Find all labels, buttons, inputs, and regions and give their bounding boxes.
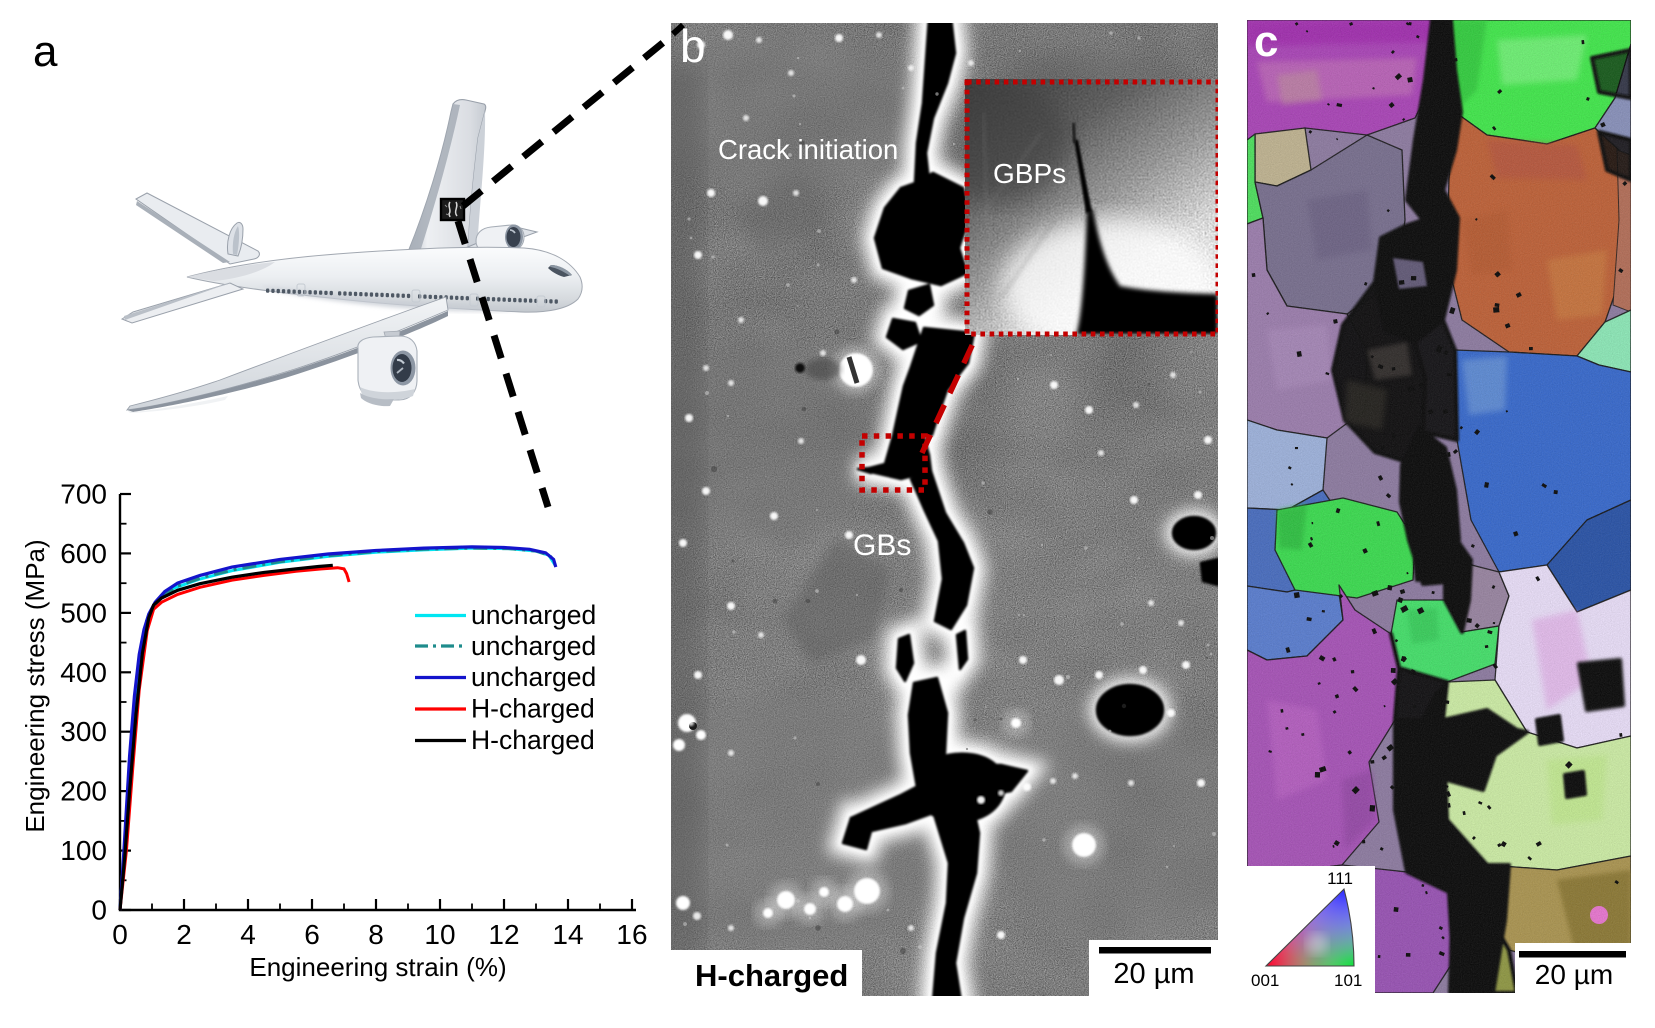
svg-text:2: 2 [176,919,192,950]
svg-text:Engineering stress (MPa): Engineering stress (MPa) [20,539,50,832]
svg-text:14: 14 [552,919,583,950]
svg-text:100: 100 [60,835,107,866]
svg-text:6: 6 [304,919,320,950]
svg-text:4: 4 [240,919,256,950]
svg-text:700: 700 [60,479,107,510]
svg-text:600: 600 [60,538,107,569]
svg-text:b: b [680,20,706,72]
svg-text:10: 10 [424,919,455,950]
svg-text:GBs: GBs [853,529,911,562]
svg-text:H-charged: H-charged [471,725,595,755]
svg-text:8: 8 [368,919,384,950]
svg-text:101: 101 [1334,971,1362,990]
svg-text:12: 12 [488,919,519,950]
svg-text:H-charged: H-charged [695,958,848,993]
svg-text:20 µm: 20 µm [1535,959,1613,990]
svg-text:H-charged: H-charged [471,694,595,724]
svg-text:0: 0 [112,919,128,950]
svg-text:200: 200 [60,776,107,807]
svg-text:a: a [33,27,58,76]
svg-text:16: 16 [616,919,647,950]
svg-text:0: 0 [91,895,107,926]
svg-text:500: 500 [60,597,107,628]
svg-text:GBPs: GBPs [993,158,1066,189]
svg-text:uncharged: uncharged [471,662,596,692]
svg-text:Engineering strain (%): Engineering strain (%) [249,952,506,982]
svg-text:20 µm: 20 µm [1113,958,1194,990]
svg-text:300: 300 [60,716,107,747]
svg-text:001: 001 [1251,971,1279,990]
svg-text:c: c [1254,17,1278,66]
svg-text:400: 400 [60,657,107,688]
svg-text:uncharged: uncharged [471,600,596,630]
svg-text:Crack initiation: Crack initiation [718,134,898,165]
svg-text:uncharged: uncharged [471,631,596,661]
svg-text:111: 111 [1327,869,1353,888]
